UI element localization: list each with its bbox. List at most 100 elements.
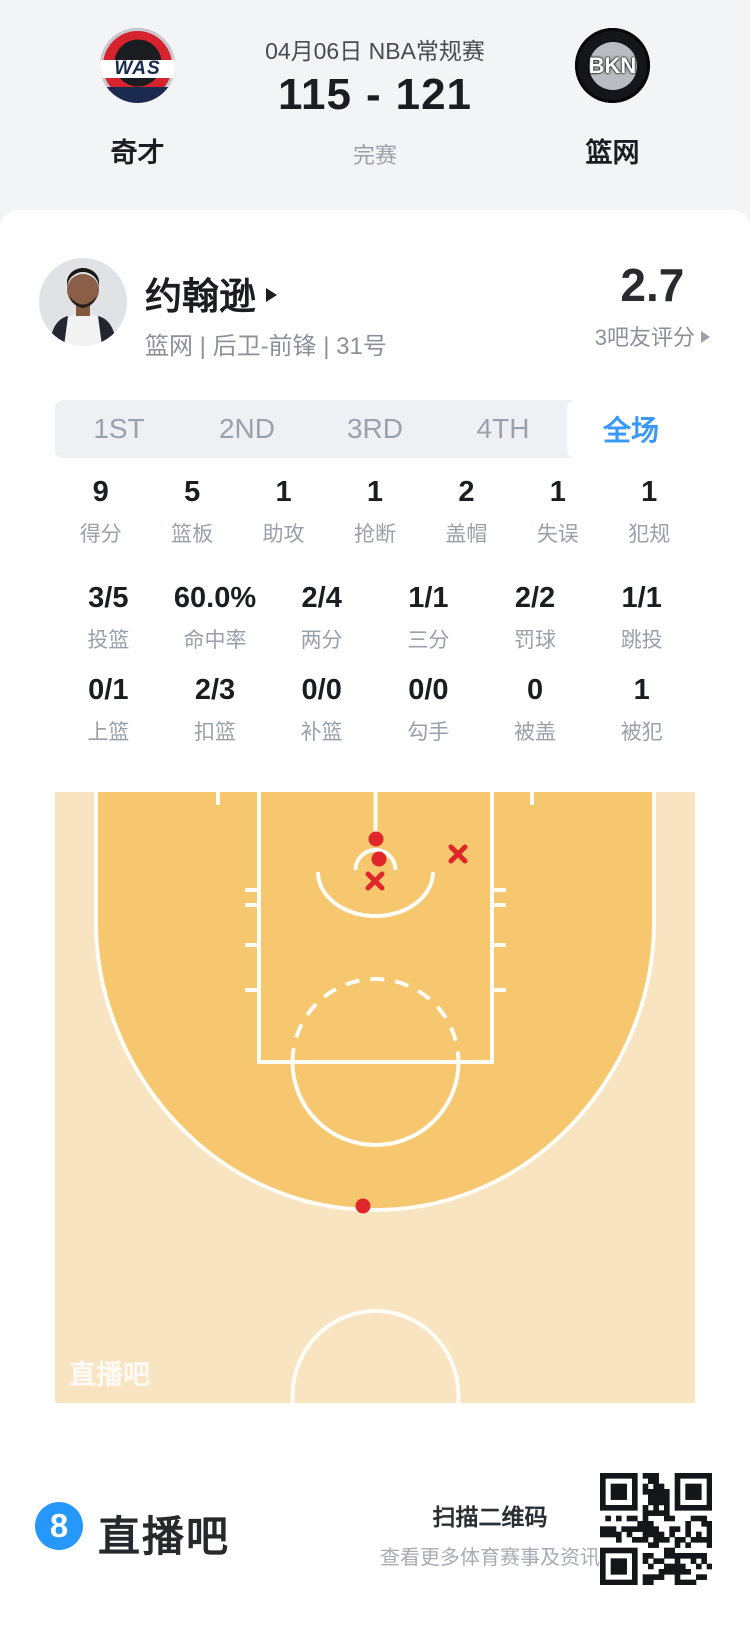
brand-name: 直播吧 bbox=[98, 1513, 231, 1560]
stat-row-2: 3/5 投篮 60.0% 命中率 2/4 两分 1/1 三分 2/2 罚球 1/1 跳投 bbox=[55, 584, 695, 654]
chevron-right-icon bbox=[701, 331, 710, 343]
stat-value: 60.0% bbox=[173, 582, 257, 614]
stat-label: 罚球 bbox=[514, 629, 557, 652]
tab-4TH[interactable]: 4TH bbox=[476, 413, 530, 444]
nets-logo-icon: BKN bbox=[575, 28, 650, 103]
stat-label: 篮板 bbox=[171, 523, 214, 546]
stat-助攻: 1 助攻 bbox=[238, 478, 329, 548]
wizards-logo-stripe: WAS bbox=[100, 57, 175, 79]
nets-abbr: BKN bbox=[588, 52, 637, 78]
team-home[interactable]: WAS 奇才 bbox=[100, 28, 175, 170]
stat-value: 5 bbox=[184, 476, 201, 508]
stat-label: 助攻 bbox=[262, 523, 305, 546]
wizards-logo-navy-band bbox=[100, 87, 175, 103]
match-status: 完赛 bbox=[352, 143, 397, 168]
stat-value: 0 bbox=[526, 674, 544, 706]
final-score: 115-121 bbox=[0, 70, 750, 120]
stat-value: 1 bbox=[633, 674, 650, 706]
match-date: 04月06日 NBA常规赛 bbox=[265, 38, 485, 64]
score-divider: - bbox=[365, 70, 382, 119]
team-away[interactable]: BKN 篮网 bbox=[575, 28, 650, 170]
away-score: 121 bbox=[395, 70, 473, 119]
made-shot-marker bbox=[371, 851, 387, 867]
quarter-tabs: 1ST 2ND 3RD 4TH 全场 bbox=[55, 400, 695, 458]
team-home-name: 奇才 bbox=[110, 138, 165, 168]
tab-3RD[interactable]: 3RD bbox=[346, 413, 403, 444]
qr-code bbox=[600, 1473, 713, 1586]
stat-篮板: 5 篮板 bbox=[146, 478, 237, 548]
lane-hash-marks bbox=[216, 792, 534, 992]
player-photo bbox=[49, 268, 117, 346]
shot-markers bbox=[355, 831, 468, 1214]
player-meta: 篮网 | 后卫-前锋 | 31号 bbox=[145, 333, 387, 360]
stat-value: 2/4 bbox=[301, 582, 342, 614]
three-point-area bbox=[96, 792, 654, 1210]
shot-chart-court: 直播吧 bbox=[55, 792, 695, 1403]
made-shot-marker bbox=[355, 1198, 371, 1214]
stat-value: 1/1 bbox=[621, 582, 662, 614]
tab-1ST[interactable]: 1ST bbox=[93, 413, 145, 444]
stat-value: 1/1 bbox=[408, 582, 449, 614]
stat-label: 投篮 bbox=[87, 629, 130, 652]
stat-罚球: 2/2 罚球 bbox=[482, 584, 589, 654]
made-shot-marker bbox=[368, 831, 384, 847]
stat-label: 补篮 bbox=[300, 721, 343, 744]
stat-value: 2/3 bbox=[194, 674, 236, 706]
player-avatar[interactable] bbox=[39, 258, 127, 346]
scoreboard: 04月06日 NBA常规赛 WAS 奇才 BKN 篮网 115-121 完赛 bbox=[0, 0, 750, 230]
tab-2ND[interactable]: 2ND bbox=[218, 413, 275, 444]
stat-跳投: 1/1 跳投 bbox=[588, 584, 695, 654]
stat-上篮: 0/1 上篮 bbox=[55, 676, 162, 746]
qr-code-image bbox=[600, 1473, 713, 1586]
stat-label: 得分 bbox=[79, 523, 122, 546]
stat-label: 两分 bbox=[300, 629, 343, 652]
logo-digit: 8 bbox=[49, 1507, 69, 1544]
stat-label: 犯规 bbox=[628, 523, 671, 546]
stat-补篮: 0/0 补篮 bbox=[268, 676, 375, 746]
stat-被盖: 0 被盖 bbox=[482, 676, 589, 746]
stat-value: 0/0 bbox=[408, 674, 449, 706]
player-name-link[interactable]: 约翰逊 bbox=[145, 266, 277, 320]
stat-勾手: 0/0 勾手 bbox=[375, 676, 482, 746]
stat-value: 0/0 bbox=[301, 674, 342, 706]
stat-value: 1 bbox=[549, 476, 566, 508]
stat-row-1: 9 得分 5 篮板 1 助攻 1 抢断 2 盖帽 1 失误 1 犯规 bbox=[55, 478, 695, 548]
stat-value: 2 bbox=[458, 476, 475, 508]
stat-label: 勾手 bbox=[407, 721, 450, 744]
stat-value: 3/5 bbox=[88, 582, 129, 614]
stat-扣篮: 2/3 扣篮 bbox=[162, 676, 269, 746]
missed-shot-marker bbox=[365, 871, 385, 891]
watermark: 直播吧 bbox=[69, 1360, 150, 1390]
rating-value: 2.7 bbox=[620, 259, 685, 311]
stat-label: 抢断 bbox=[353, 523, 396, 546]
stat-得分: 9 得分 bbox=[55, 478, 146, 548]
stat-value: 0/1 bbox=[88, 674, 129, 706]
free-throw-circle-dashed bbox=[290, 977, 461, 1063]
restricted-area-arc bbox=[316, 871, 435, 918]
stat-value: 2/2 bbox=[514, 582, 556, 614]
stat-三分: 1/1 三分 bbox=[375, 584, 482, 654]
player-name: 约翰逊 bbox=[145, 276, 256, 317]
stat-命中率: 60.0% 命中率 bbox=[162, 584, 269, 654]
chevron-right-icon bbox=[266, 288, 277, 302]
key-lane-lines bbox=[257, 792, 494, 1064]
qr-caption: 扫描二维码 查看更多体育赛事及资讯 bbox=[340, 1498, 640, 1570]
rating-block[interactable]: 2.7 3吧友评分 bbox=[595, 262, 710, 352]
half-court-circle bbox=[290, 1309, 461, 1403]
stat-value: 1 bbox=[275, 476, 292, 508]
stat-抢断: 1 抢断 bbox=[329, 478, 420, 548]
stat-label: 扣篮 bbox=[194, 721, 236, 744]
stat-label: 失误 bbox=[536, 523, 579, 546]
nets-logo-ball bbox=[588, 41, 637, 90]
rating-label: 3吧友评分 bbox=[594, 325, 695, 350]
stat-两分: 2/4 两分 bbox=[268, 584, 375, 654]
three-point-line bbox=[94, 792, 656, 1213]
wizards-abbr: WAS bbox=[114, 57, 161, 79]
stat-value: 9 bbox=[92, 476, 109, 508]
free-throw-circle-solid bbox=[290, 1061, 461, 1147]
stat-label: 被盖 bbox=[514, 721, 557, 744]
stat-label: 盖帽 bbox=[445, 523, 488, 546]
zhibo8-logo-icon: 8 bbox=[35, 1502, 83, 1550]
tab-全场[interactable]: 全场 bbox=[567, 400, 695, 458]
